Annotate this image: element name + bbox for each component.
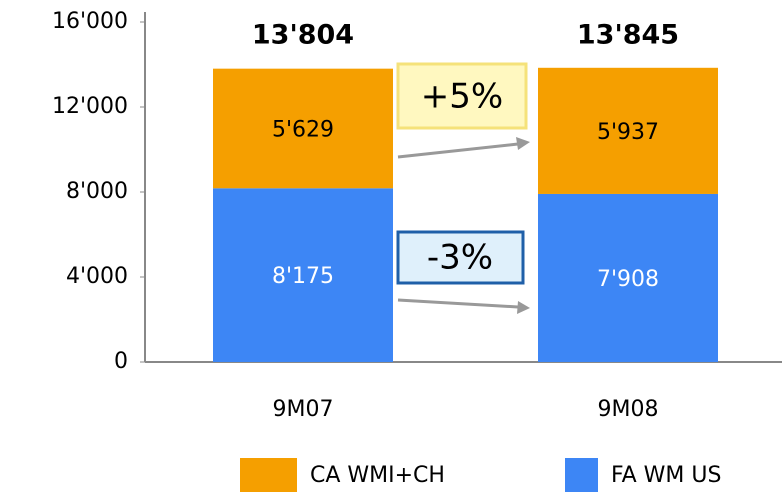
bar-segment bbox=[213, 68, 393, 189]
total-label: 13'804 bbox=[252, 20, 354, 51]
legend-swatch bbox=[240, 458, 297, 492]
bar-segment bbox=[538, 193, 718, 362]
annotation-box bbox=[396, 230, 525, 285]
y-tick-label: 0 bbox=[114, 349, 128, 374]
annotation-box bbox=[396, 62, 528, 130]
y-tick-label: 16'000 bbox=[52, 9, 128, 34]
y-tick-label: 4'000 bbox=[66, 264, 128, 289]
bar-segment bbox=[213, 188, 393, 362]
x-tick-label: 9M08 bbox=[598, 397, 659, 422]
legend-label: FA WM US bbox=[611, 463, 721, 488]
x-tick-label: 9M07 bbox=[273, 397, 334, 422]
arrows bbox=[397, 137, 530, 314]
data-label: 7'908 bbox=[597, 267, 659, 292]
data-label: 8'175 bbox=[272, 264, 334, 289]
y-tick-label: 8'000 bbox=[66, 179, 128, 204]
annotation: +5% bbox=[421, 77, 503, 117]
total-label: 13'845 bbox=[577, 20, 679, 51]
legend-label: CA WMI+CH bbox=[310, 463, 445, 488]
annotation: -3% bbox=[427, 238, 493, 278]
bar-segment bbox=[538, 67, 718, 194]
y-tick-label: 12'000 bbox=[52, 94, 128, 119]
data-label: 5'937 bbox=[597, 120, 659, 145]
legend-swatch bbox=[565, 458, 598, 492]
data-label: 5'629 bbox=[272, 117, 334, 142]
